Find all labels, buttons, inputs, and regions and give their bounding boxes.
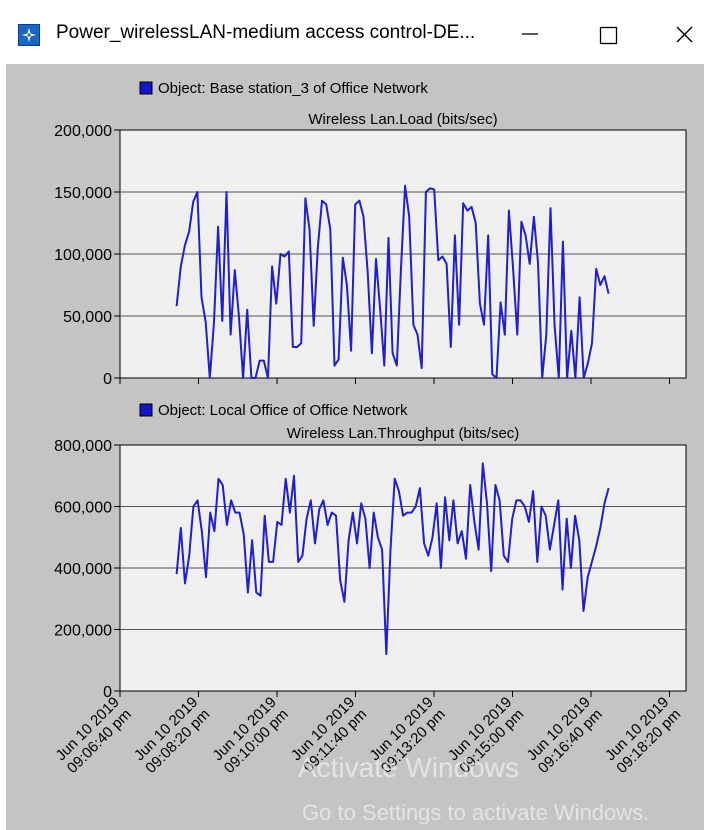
data-series-line [175, 462, 610, 656]
x-tick-label: Jun 10 201909:08:20 pm [130, 694, 213, 777]
y-tick-label: 100,000 [54, 247, 112, 264]
maximize-icon [599, 26, 618, 45]
chart-title: Wireless Lan.Load (bits/sec) [308, 111, 497, 128]
x-tick-label: Jun 10 201909:06:40 pm [52, 694, 135, 777]
legend-label: Object: Base station_3 of Office Network [158, 80, 428, 97]
y-tick-label: 150,000 [54, 185, 112, 202]
chart-svg: 0 50,000 100,000 150,000 200,000 Object: Base… [52, 80, 687, 777]
x-tick-label: Jun 10 201909:18:20 pm [601, 694, 684, 777]
y-tick-label: 50,000 [63, 309, 112, 326]
activation-watermark-title: Activate Windows [298, 752, 519, 783]
y-tick-label: 400,000 [54, 561, 112, 578]
legend-swatch [139, 403, 153, 417]
opnet-app-icon [18, 24, 40, 46]
y-tick-label: 0 [103, 684, 112, 701]
x-tick-label: Jun 10 201909:16:40 pm [523, 694, 606, 777]
minimize-button[interactable] [500, 12, 560, 58]
window-titlebar[interactable]: Power_wirelessLAN-medium access control-… [0, 0, 710, 64]
y-tick-label: 0 [103, 371, 112, 388]
chart-title: Wireless Lan.Throughput (bits/sec) [287, 425, 520, 442]
activation-watermark-subtitle: Go to Settings to activate Windows. [302, 800, 650, 825]
x-tick-label: Jun 10 201909:10:00 pm [209, 694, 292, 777]
y-tick-label: 600,000 [54, 500, 112, 517]
legend-label: Object: Local Office of Office Network [158, 402, 408, 419]
legend-swatch [139, 81, 153, 95]
minimize-icon [522, 33, 538, 35]
maximize-button[interactable] [580, 12, 640, 58]
chart-panel: 0 50,000 100,000 150,000 200,000 Object: Base… [6, 64, 704, 830]
window-title: Power_wirelessLAN-medium access control-… [56, 22, 476, 43]
y-tick-label: 800,000 [54, 438, 112, 455]
close-icon [676, 26, 693, 43]
y-tick-label: 200,000 [54, 623, 112, 640]
close-button[interactable] [650, 12, 710, 58]
data-series-line [175, 184, 610, 379]
y-tick-label: 200,000 [54, 123, 112, 140]
